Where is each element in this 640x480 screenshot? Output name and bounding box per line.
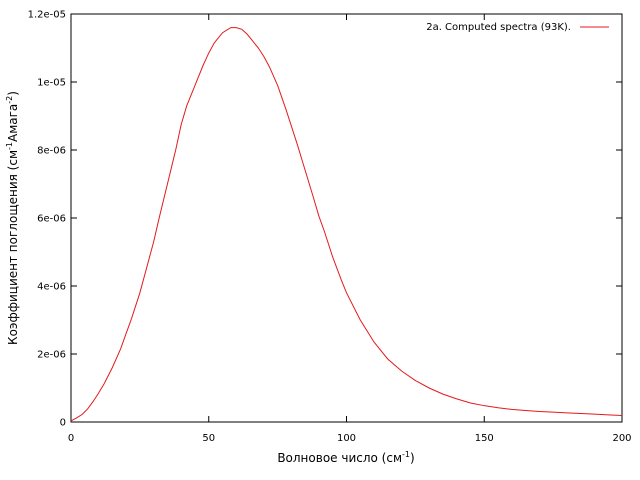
y-tick-label: 1.2e-05 bbox=[28, 10, 66, 21]
y-tick-label: 2e-06 bbox=[37, 350, 66, 361]
x-tick-label: 150 bbox=[475, 433, 494, 444]
x-tick-label: 200 bbox=[612, 433, 631, 444]
x-axis-title-text: Волновое число (см bbox=[277, 451, 402, 465]
y-tick-label: 1e-05 bbox=[37, 78, 66, 89]
x-tick-label: 0 bbox=[68, 433, 74, 444]
y-axis-title-mid: Амага bbox=[6, 104, 20, 142]
plot-frame bbox=[70, 13, 623, 423]
y-tick-label: 8e-06 bbox=[37, 146, 66, 157]
x-axis-title-tail: ) bbox=[410, 451, 415, 465]
x-axis-ticks: 0 50 100 150 200 bbox=[68, 14, 632, 444]
x-axis-title: Волновое число (см-1) bbox=[277, 450, 414, 465]
y-axis-title: Коэффициент поглощения (см-1Амага-2) bbox=[5, 91, 20, 345]
y-tick-label: 0 bbox=[60, 418, 66, 429]
series-line bbox=[70, 27, 623, 422]
x-tick-label: 50 bbox=[202, 433, 215, 444]
legend: 2a. Computed spectra (93K). bbox=[426, 22, 609, 33]
y-axis-title-sup2: -2 bbox=[5, 96, 14, 104]
y-axis-title-sup1: -1 bbox=[5, 142, 14, 150]
x-axis-title-sup: -1 bbox=[402, 450, 410, 459]
y-axis-title-post: ) bbox=[6, 91, 20, 96]
x-tick-label: 100 bbox=[337, 433, 356, 444]
y-axis-ticks: 0 2e-06 4e-06 6e-06 8e-06 1e-05 1.2e-05 bbox=[28, 10, 622, 429]
legend-label: 2a. Computed spectra (93K). bbox=[426, 22, 571, 33]
y-tick-label: 4e-06 bbox=[37, 282, 66, 293]
y-tick-label: 6e-06 bbox=[37, 214, 66, 225]
y-axis-title-pre: Коэффициент поглощения (см bbox=[6, 150, 20, 345]
